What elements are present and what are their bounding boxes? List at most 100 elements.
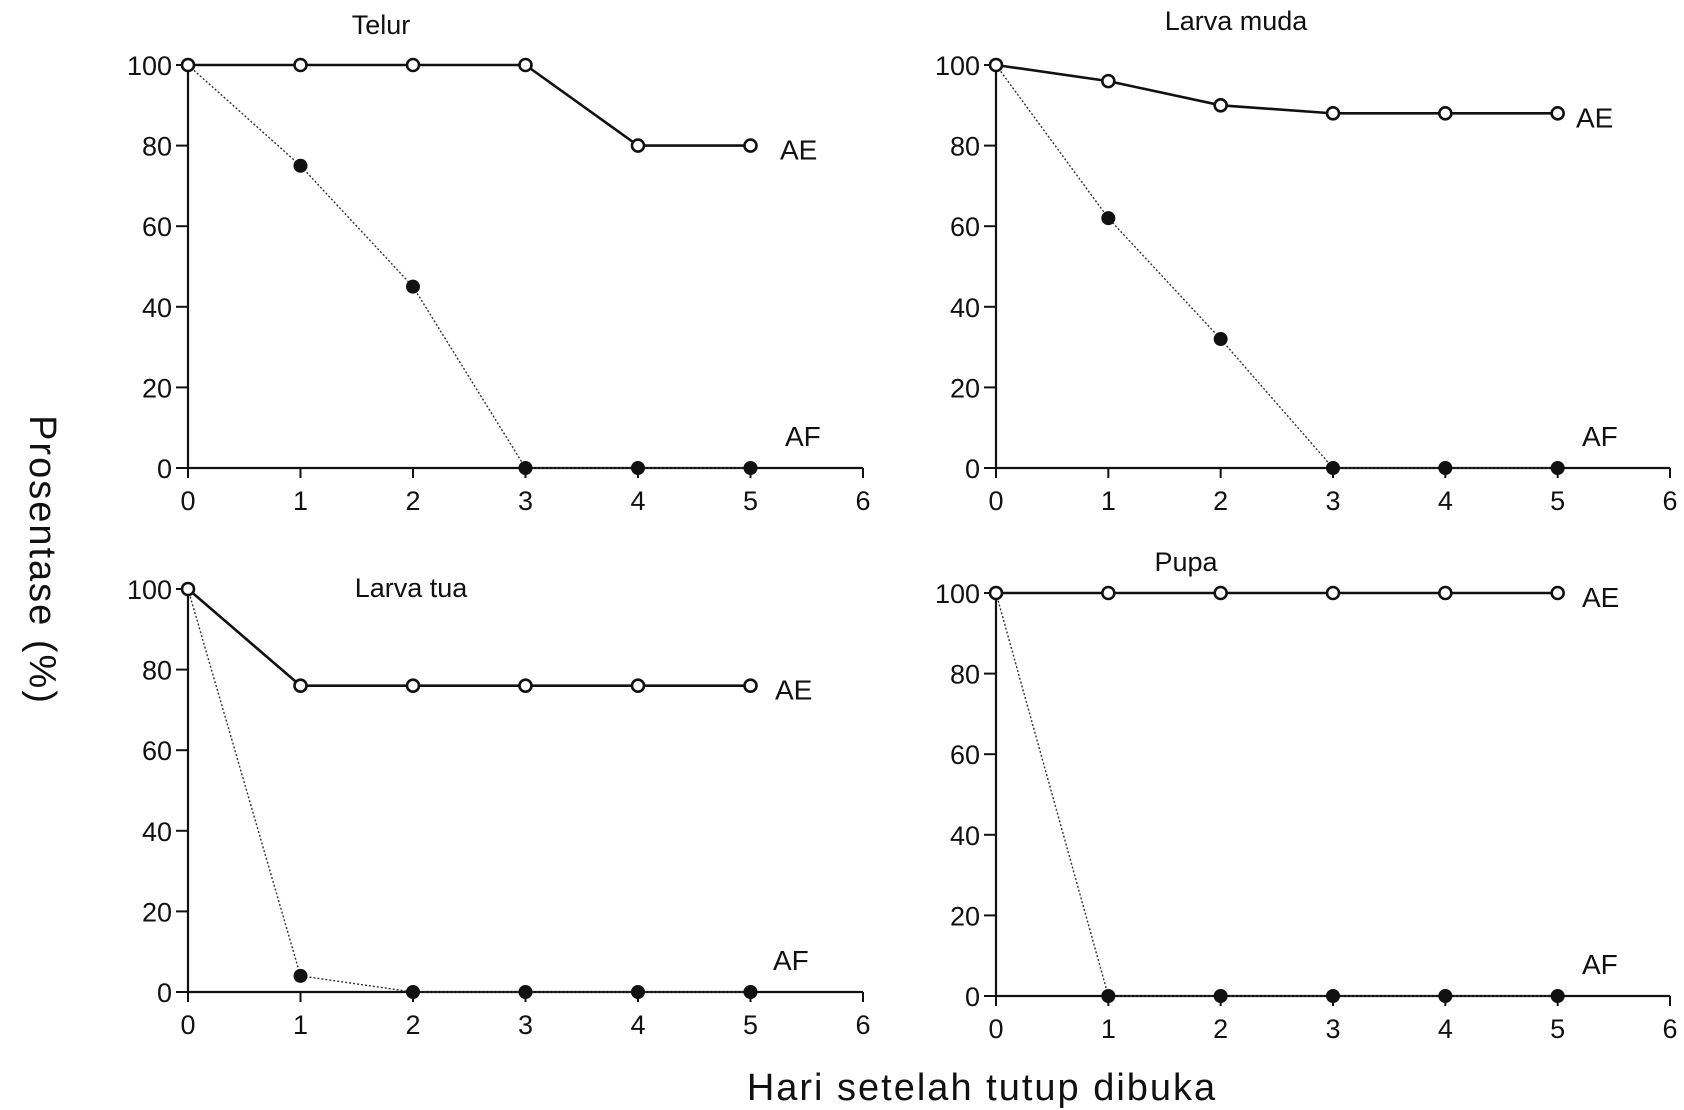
data-point-ae [743, 138, 758, 153]
x-tick-label: 2 [405, 1010, 420, 1040]
y-tick-label: 40 [950, 821, 980, 851]
x-tick-label: 5 [743, 486, 758, 516]
data-point-ae [1213, 98, 1228, 113]
x-tick-label: 0 [988, 1014, 1003, 1044]
data-point-ae [1550, 585, 1565, 601]
y-tick-label: 100 [935, 579, 980, 609]
y-tick-label: 0 [965, 982, 980, 1012]
y-tick-label: 20 [142, 373, 172, 403]
y-tick-label: 80 [142, 132, 172, 162]
panel-4: 0 20 40 60 80 100 0 1 2 3 4 5 6 Pupa AE AF [935, 547, 1678, 1044]
x-tick-label: 4 [1438, 486, 1453, 516]
x-tick-label: 6 [1662, 486, 1677, 516]
series-label-af: AF [773, 945, 809, 976]
x-tick-label: 1 [1101, 1014, 1116, 1044]
data-point-af [1550, 989, 1565, 1003]
data-point-af [1550, 461, 1565, 475]
data-point-af [743, 985, 758, 999]
data-point-af [631, 461, 645, 475]
series-label-ae: AE [1582, 582, 1619, 613]
x-tick-label: 6 [1662, 1014, 1677, 1044]
y-tick-label: 60 [142, 736, 172, 766]
data-point-af [743, 461, 758, 475]
y-tick-label: 100 [127, 51, 172, 81]
data-point-ae [1325, 585, 1341, 601]
data-point-ae [1438, 585, 1453, 601]
data-point-af [1101, 989, 1116, 1003]
panel-title: Larva muda [1165, 6, 1309, 36]
x-tick-label: 0 [180, 1010, 195, 1040]
series-line-ae [188, 63, 751, 147]
x-tick-label: 0 [180, 486, 195, 516]
data-point-af [1326, 989, 1340, 1003]
data-point-af [1438, 989, 1453, 1003]
data-point-ae [1325, 106, 1341, 121]
series-line-af [995, 592, 1558, 997]
y-tick-label: 80 [142, 656, 172, 686]
x-tick-label: 4 [630, 1010, 645, 1040]
x-tick-label: 1 [293, 486, 308, 516]
y-tick-label: 60 [950, 212, 980, 242]
panel-1: 0 20 40 60 80 100 0 1 2 3 4 5 6 Telur AE AF [127, 10, 871, 516]
y-tick-label: 0 [965, 454, 980, 484]
data-point-af [631, 985, 645, 999]
y-tick-label: 80 [950, 660, 980, 690]
x-tick-label: 5 [743, 1010, 758, 1040]
data-point-af [1213, 332, 1228, 347]
data-point-af [518, 461, 533, 475]
data-point-af [293, 158, 308, 173]
data-point-af [518, 985, 533, 999]
y-tick-label: 100 [127, 575, 172, 605]
x-tick-label: 3 [518, 486, 533, 516]
x-tick-label: 2 [1213, 486, 1228, 516]
data-point-ae [293, 57, 308, 73]
data-point-ae [1101, 585, 1116, 601]
y-tick-label: 20 [950, 373, 980, 403]
y-tick-label: 100 [935, 51, 980, 81]
data-point-ae [630, 678, 646, 694]
y-tick-label: 60 [950, 740, 980, 770]
data-point-ae [1213, 585, 1228, 601]
x-tick-label: 2 [1213, 1014, 1228, 1044]
x-tick-label: 0 [988, 486, 1003, 516]
series-label-af: AF [1582, 949, 1618, 980]
x-tick-label: 4 [1438, 1014, 1453, 1044]
y-tick-label: 20 [950, 901, 980, 931]
data-point-af [1326, 461, 1340, 475]
x-tick-label: 6 [855, 1010, 870, 1040]
x-tick-label: 1 [293, 1010, 308, 1040]
data-point-af [406, 279, 420, 294]
series-line-ae [995, 63, 1558, 115]
series-label-ae: AE [775, 675, 812, 706]
x-tick-label: 2 [405, 486, 420, 516]
series-line-af [995, 64, 1558, 469]
data-point-af [1101, 211, 1116, 226]
data-point-ae [293, 678, 308, 694]
data-point-af [293, 968, 308, 983]
y-tick-label: 40 [950, 293, 980, 323]
x-tick-label: 3 [1325, 486, 1340, 516]
data-point-ae [1101, 73, 1116, 89]
y-tick-label: 80 [950, 132, 980, 162]
series-line-af [187, 588, 751, 993]
x-axis-label: Hari setelah tutup dibuka [747, 1067, 1217, 1109]
y-tick-label: 0 [157, 454, 172, 484]
data-point-ae [630, 138, 646, 153]
data-point-ae [1550, 106, 1565, 121]
data-point-ae [180, 581, 196, 597]
data-point-ae [988, 585, 1004, 601]
series-line-ae [187, 588, 751, 688]
series-line-af [187, 64, 751, 469]
x-tick-label: 6 [855, 486, 870, 516]
data-point-ae [518, 678, 533, 694]
y-axis-label: Prosentase (%) [21, 415, 63, 705]
data-point-ae [405, 57, 421, 73]
data-point-ae [988, 57, 1004, 73]
y-tick-label: 60 [142, 212, 172, 242]
y-tick-label: 40 [142, 293, 172, 323]
x-tick-label: 3 [518, 1010, 533, 1040]
y-tick-label: 40 [142, 817, 172, 847]
data-point-ae [1438, 106, 1453, 121]
data-point-ae [405, 678, 421, 694]
